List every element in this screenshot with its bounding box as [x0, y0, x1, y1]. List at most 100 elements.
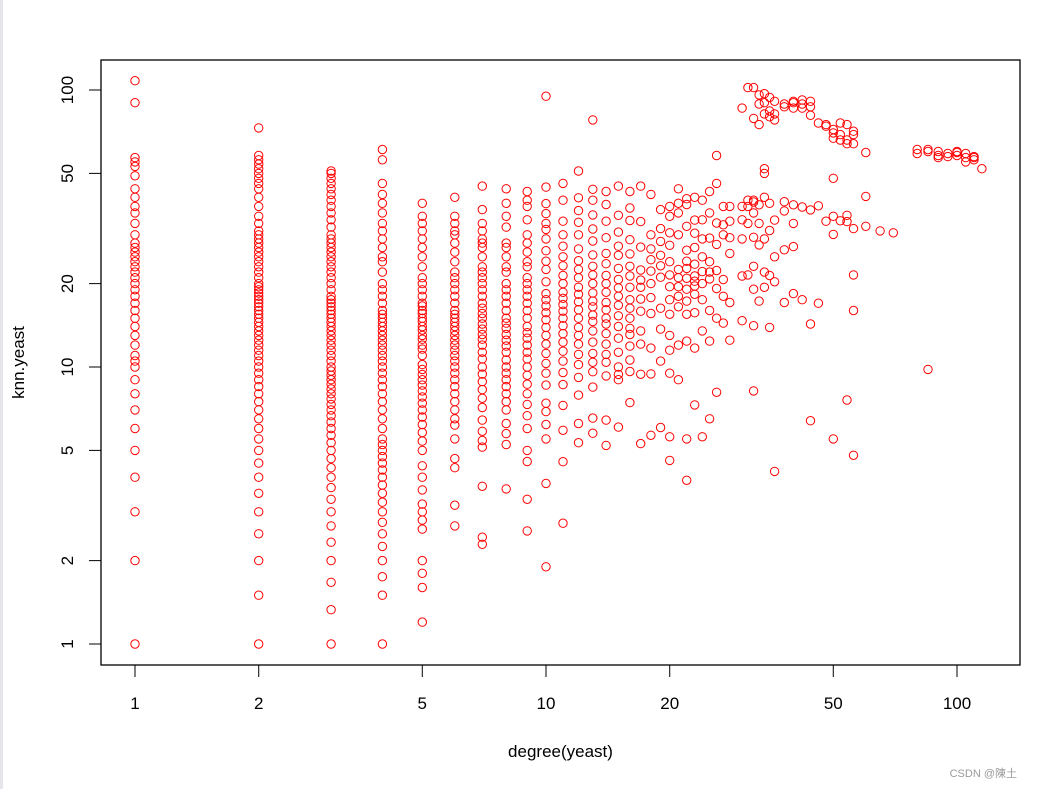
- data-point: [326, 405, 336, 415]
- data-point: [477, 435, 487, 446]
- data-point: [655, 324, 666, 334]
- data-point: [450, 463, 460, 473]
- data-point: [673, 230, 684, 240]
- data-point: [558, 261, 568, 271]
- data-point: [326, 411, 336, 421]
- data-point: [377, 285, 388, 295]
- data-point: [417, 485, 427, 495]
- data-point: [522, 230, 532, 240]
- data-point: [477, 303, 487, 313]
- data-point: [477, 539, 487, 549]
- data-point: [764, 270, 775, 281]
- data-point: [665, 257, 675, 267]
- data-point: [682, 434, 692, 444]
- data-point: [326, 430, 336, 440]
- data-point: [254, 298, 264, 308]
- data-point: [377, 480, 388, 490]
- data-point: [417, 582, 427, 593]
- data-point: [665, 295, 675, 305]
- data-point: [601, 297, 611, 308]
- data-point: [588, 210, 598, 220]
- data-point: [130, 285, 140, 295]
- data-point: [254, 230, 264, 240]
- data-point: [130, 184, 140, 194]
- data-point: [417, 386, 427, 396]
- data-point: [417, 380, 427, 390]
- data-point: [682, 256, 692, 266]
- data-point: [522, 313, 532, 323]
- data-point: [636, 306, 646, 316]
- data-point: [501, 335, 511, 345]
- data-point: [625, 271, 635, 281]
- data-point: [130, 201, 140, 212]
- data-point: [522, 201, 532, 212]
- data-point: [377, 405, 388, 415]
- data-point: [254, 247, 264, 257]
- data-point: [625, 313, 635, 323]
- data-point: [541, 398, 551, 408]
- data-point: [682, 263, 692, 274]
- data-point: [588, 316, 598, 327]
- data-point: [711, 387, 722, 397]
- data-point: [450, 350, 460, 361]
- data-point: [613, 263, 624, 274]
- data-point: [665, 368, 675, 378]
- data-point: [417, 392, 427, 402]
- data-point: [254, 507, 264, 517]
- data-point: [588, 326, 598, 336]
- data-point: [417, 226, 427, 236]
- data-point: [625, 282, 635, 292]
- data-point: [558, 306, 568, 316]
- data-point: [326, 184, 336, 194]
- data-point: [588, 348, 598, 359]
- data-point: [417, 507, 427, 517]
- data-point: [625, 366, 635, 377]
- data-point: [417, 617, 427, 627]
- data-point: [842, 139, 852, 149]
- data-point: [417, 369, 427, 380]
- data-point: [821, 216, 831, 226]
- data-point: [501, 418, 511, 429]
- data-point: [326, 399, 336, 410]
- data-point: [417, 242, 427, 253]
- data-point: [417, 340, 427, 350]
- page-left-border: [0, 0, 3, 789]
- data-point: [541, 288, 551, 299]
- data-point: [326, 215, 336, 225]
- data-point: [522, 195, 532, 205]
- data-point: [636, 265, 646, 275]
- data-point: [326, 379, 336, 389]
- data-point: [655, 236, 666, 247]
- data-point: [601, 319, 611, 329]
- data-point: [588, 195, 598, 205]
- data-point: [417, 436, 427, 446]
- data-point: [588, 236, 598, 246]
- data-point: [501, 222, 511, 232]
- data-point: [130, 313, 140, 323]
- x-tick-label: 10: [537, 694, 556, 713]
- data-point: [326, 257, 336, 267]
- data-point: [558, 321, 568, 331]
- data-point: [254, 590, 264, 600]
- data-point: [130, 298, 140, 308]
- data-point: [748, 386, 759, 396]
- data-point: [477, 384, 487, 395]
- data-point: [797, 202, 807, 212]
- data-point: [759, 164, 770, 174]
- data-point: [711, 150, 722, 161]
- data-point: [450, 381, 460, 392]
- data-point: [377, 497, 388, 507]
- data-point: [655, 356, 666, 366]
- data-point: [326, 230, 336, 240]
- data-point: [655, 303, 666, 313]
- data-point: [254, 445, 264, 456]
- data-point: [969, 155, 979, 165]
- data-point: [646, 430, 656, 440]
- data-point: [759, 234, 770, 244]
- data-point: [254, 458, 264, 468]
- data-point: [450, 238, 460, 248]
- data-point: [522, 328, 532, 338]
- data-point: [558, 346, 568, 356]
- data-point: [805, 416, 816, 426]
- data-point: [377, 590, 388, 600]
